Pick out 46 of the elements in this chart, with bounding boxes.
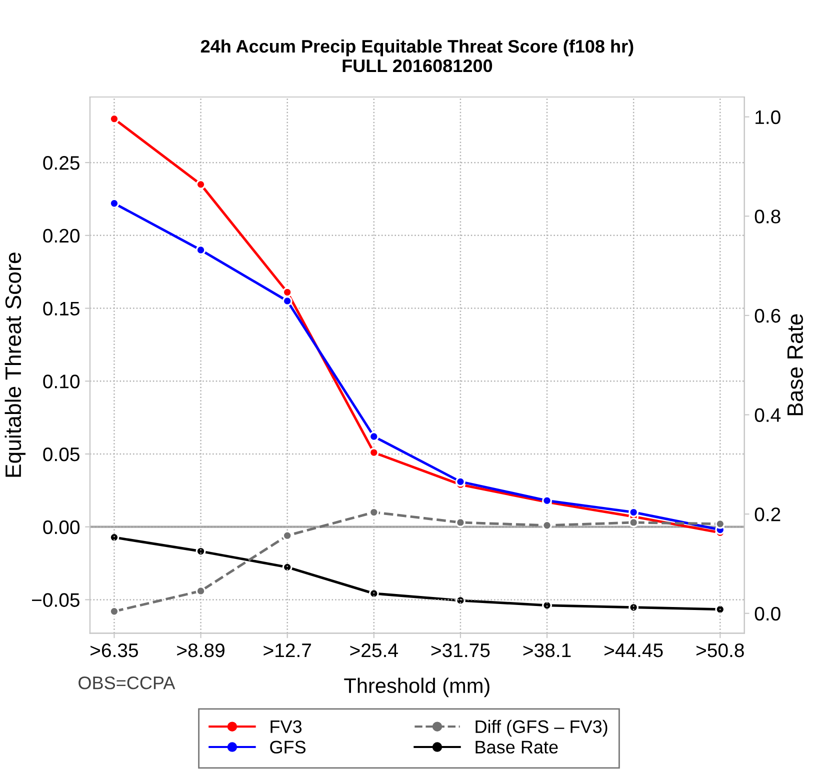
point (282, 296, 292, 306)
text: OBS=CCPA (78, 676, 176, 690)
point (196, 179, 206, 190)
legend-label: Base Rate (476, 740, 558, 754)
point (109, 606, 120, 616)
point (282, 287, 292, 298)
y-tick-label: 0.15 (43, 302, 80, 316)
legend-label: Diff (GFS – FV3) (476, 720, 608, 737)
x-tick-label: >8.89 (177, 643, 224, 658)
chart-title: 24h Accum Precip Equitable Threat Score (f108 hr) FULL 2016081200 (200, 39, 634, 72)
point (109, 114, 120, 124)
point (455, 476, 466, 487)
y-tick-label: 0.20 (43, 228, 80, 243)
y2-tick-label: 0.4 (754, 408, 781, 422)
point (628, 517, 639, 528)
y-tick-label: 0.05 (43, 447, 80, 462)
point (196, 244, 206, 255)
y2-tick-label: 0.8 (754, 210, 780, 224)
y-tick-label: 0.10 (43, 374, 80, 388)
y-tick-label: −0.05 (32, 593, 80, 607)
y-tick-label: 0.00 (43, 520, 80, 534)
x-axis-title: Threshold (mm) (344, 678, 490, 698)
y-tick-label: 0.25 (43, 156, 80, 170)
point (628, 507, 639, 518)
point (368, 432, 379, 442)
x-tick-label: >38.1 (523, 643, 571, 658)
y2-tick-label: 0.0 (754, 606, 780, 621)
y-axis-title: Equitable Threat Score (4, 252, 26, 477)
x-tick-label: >50.8 (696, 643, 744, 658)
x-tick-label: >6.35 (90, 643, 138, 658)
x-tick-label: >44.45 (604, 644, 663, 658)
x-tick-label: >31.75 (431, 643, 490, 658)
legend-label: FV3 (270, 720, 302, 734)
point (542, 520, 552, 530)
point (196, 586, 206, 596)
point (715, 518, 726, 529)
y2-tick-label: 0.6 (754, 308, 780, 323)
x-tick-label: >25.4 (350, 643, 398, 658)
y2-tick-label: 1.0 (756, 110, 780, 124)
point (282, 530, 292, 541)
point (109, 198, 120, 208)
x-tick-label: >12.7 (264, 643, 311, 658)
legend-label: GFS (270, 740, 306, 754)
y2-tick-label: 0.2 (754, 508, 780, 522)
point (368, 448, 379, 458)
y2-axis-title: Base Rate (788, 314, 804, 416)
